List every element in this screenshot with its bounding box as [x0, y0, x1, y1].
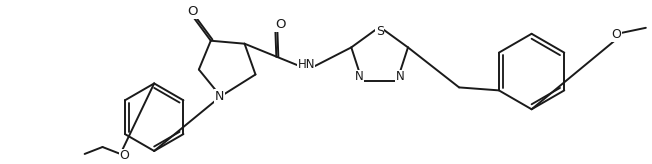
- Text: O: O: [119, 149, 129, 162]
- Text: N: N: [396, 70, 404, 83]
- Text: HN: HN: [297, 58, 315, 71]
- Text: O: O: [275, 18, 286, 31]
- Text: N: N: [215, 90, 224, 103]
- Text: S: S: [376, 25, 383, 38]
- Text: O: O: [188, 5, 198, 18]
- Text: O: O: [611, 28, 621, 41]
- Text: N: N: [355, 70, 364, 83]
